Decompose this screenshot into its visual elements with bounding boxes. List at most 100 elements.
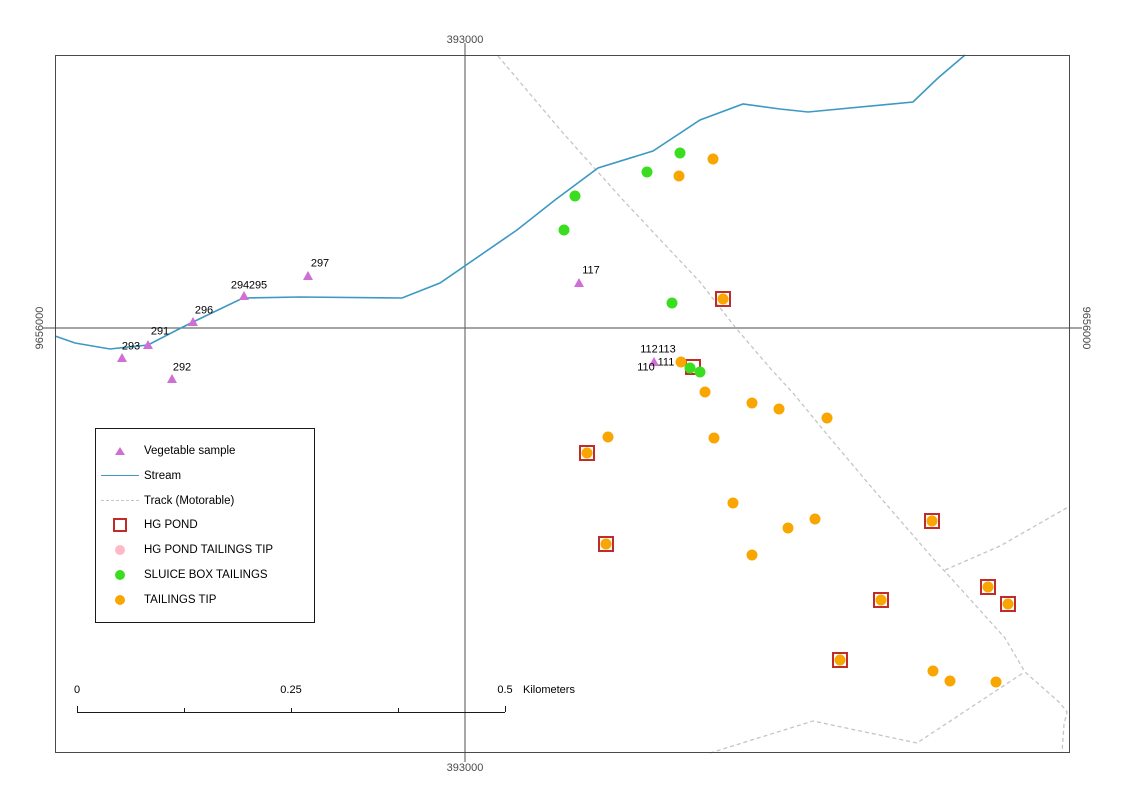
hg-pond-square	[715, 291, 731, 307]
vegetable-sample-icon	[115, 447, 125, 455]
scale-bar-line	[77, 712, 505, 713]
legend-label: TAILINGS TIP	[144, 593, 217, 606]
legend-label: Vegetable sample	[144, 445, 236, 457]
tailings-tip-dot	[990, 676, 1002, 688]
track-dashed-line-icon	[101, 500, 139, 502]
tailings-tip-dot	[707, 153, 719, 165]
scale-bar-tick	[77, 706, 78, 712]
hg-pond-square-icon	[113, 518, 127, 533]
vegetable-sample-marker	[239, 291, 249, 301]
legend: Vegetable sample Stream Track (Motorable…	[95, 428, 315, 623]
sample-number-label: 297	[310, 257, 330, 270]
tailings-tip-dot	[708, 432, 720, 444]
vegetable-sample-marker	[117, 353, 127, 363]
legend-row-sluice-box-tailings: SLUICE BOX TAILINGS	[96, 564, 314, 586]
sluice-box-tailings-dot	[674, 147, 686, 159]
tailings-tip-dot	[834, 654, 846, 666]
tailings-tip-dot	[944, 675, 956, 687]
scale-quarter-label: 0.25	[280, 684, 302, 696]
scale-bar-tick	[505, 706, 506, 712]
vegetable-sample-marker	[167, 374, 177, 384]
tailings-tip-dot	[600, 538, 612, 550]
sample-number-label: 295	[248, 279, 268, 292]
tailings-tip-dot	[675, 356, 687, 368]
tailings-tip-dot	[782, 522, 794, 534]
tailings-tip-dot	[717, 293, 729, 305]
legend-label: SLUICE BOX TAILINGS	[144, 569, 268, 582]
tailings-tip-dot	[875, 594, 887, 606]
stream-line	[54, 54, 966, 350]
track-motorable-line	[497, 55, 1068, 754]
sluice-box-tailings-dot-icon	[115, 570, 125, 581]
scale-bar-tick	[398, 708, 399, 712]
hg-pond-square	[980, 579, 996, 595]
tailings-tip-dot	[581, 447, 593, 459]
hg-pond-square	[579, 445, 595, 461]
legend-row-hg-pond: HG POND	[96, 514, 314, 536]
legend-row-hg-pond-tailings-tip: HG POND TAILINGS TIP	[96, 539, 314, 561]
sample-number-label: 291	[150, 325, 170, 338]
tailings-tip-dot	[982, 581, 994, 593]
legend-label: Stream	[144, 469, 182, 482]
tailings-tip-dot-icon	[115, 594, 125, 605]
sample-number-label: 117	[582, 264, 600, 277]
grid-x-label-top: 393000	[446, 34, 484, 46]
scale-bar-tick	[291, 708, 292, 712]
tailings-tip-dot	[821, 412, 833, 424]
map-frame-border	[55, 55, 1070, 753]
sample-number-label: 292	[172, 361, 192, 374]
legend-row-vegetable-sample: Vegetable sample	[96, 440, 314, 462]
sluice-box-tailings-dot	[569, 190, 581, 202]
grid-x-label-bottom: 393000	[446, 762, 484, 774]
hg-pond-square	[832, 652, 848, 668]
scale-bar: 0 0.25 0.5 Kilometers	[74, 684, 575, 713]
hg-pond-square	[924, 513, 940, 529]
hg-pond-square	[598, 536, 614, 552]
tailings-tip-dot	[1002, 598, 1014, 610]
legend-label: HG POND	[144, 519, 198, 532]
vegetable-sample-marker	[303, 271, 313, 281]
stream-line-icon	[101, 475, 139, 477]
sample-number-label: 296	[194, 304, 214, 317]
sample-number-label: 110	[637, 361, 655, 374]
hg-pond-square	[1000, 596, 1016, 612]
legend-row-stream: Stream	[96, 465, 314, 487]
hg-pond-square	[873, 592, 889, 608]
sample-number-label: 293	[121, 340, 141, 353]
sample-number-label: 294	[230, 279, 250, 292]
tailings-tip-dot	[699, 386, 711, 398]
track-motorable-line	[944, 505, 1071, 571]
legend-row-track: Track (Motorable)	[96, 490, 314, 512]
sample-number-label: 113	[658, 343, 676, 356]
legend-label: Track (Motorable)	[144, 494, 235, 507]
tailings-tip-dot	[809, 513, 821, 525]
vegetable-sample-marker	[574, 278, 584, 288]
tailings-tip-dot	[727, 497, 739, 509]
vegetable-sample-marker	[188, 317, 198, 327]
tailings-tip-dot	[926, 515, 938, 527]
sluice-box-tailings-dot	[558, 224, 570, 236]
tailings-tip-dot	[602, 431, 614, 443]
tailings-tip-dot	[673, 170, 685, 182]
sluice-box-tailings-dot	[684, 362, 696, 374]
vegetable-sample-marker	[649, 357, 659, 367]
scale-unit-label: Kilometers	[523, 684, 575, 696]
tailings-tip-dot	[746, 549, 758, 561]
hg-pond-tailings-tip-dot-icon	[115, 545, 125, 556]
sample-number-label: 112	[640, 343, 658, 356]
scale-bar-tick	[184, 708, 185, 712]
legend-label: HG POND TAILINGS TIP	[144, 544, 274, 557]
sample-number-label: 111	[657, 356, 675, 369]
tailings-tip-dot	[746, 397, 758, 409]
legend-row-tailings-tip: TAILINGS TIP	[96, 589, 314, 611]
sluice-box-tailings-dot	[694, 366, 706, 378]
tailings-tip-dot	[927, 665, 939, 677]
scale-half-label: 0.5	[497, 684, 513, 696]
vegetable-sample-marker	[143, 340, 153, 350]
sluice-box-tailings-dot	[666, 297, 678, 309]
tailings-tip-dot	[773, 403, 785, 415]
scale-zero-label: 0	[73, 684, 81, 696]
